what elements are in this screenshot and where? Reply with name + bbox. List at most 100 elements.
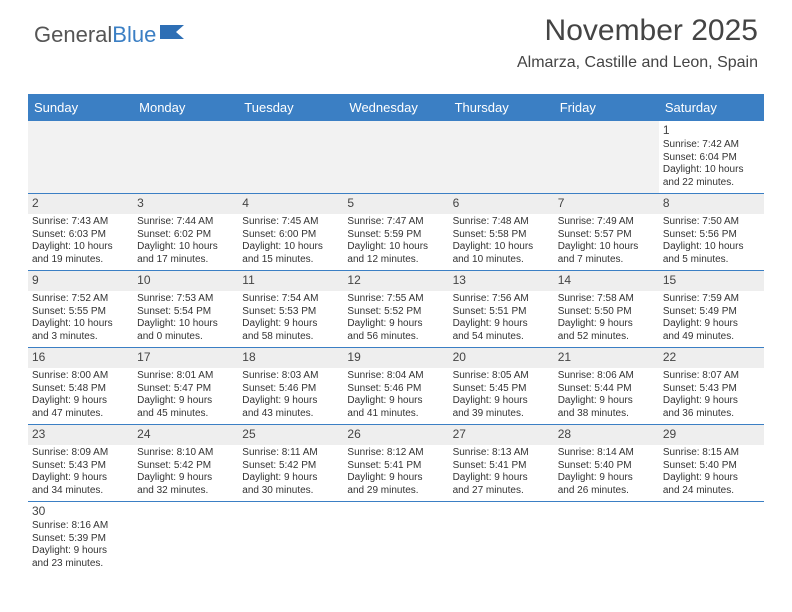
day-detail: Sunset: 5:45 PM [453, 383, 550, 396]
day-number: 4 [242, 196, 339, 210]
calendar-day [659, 502, 764, 574]
day-header: Saturday [659, 94, 764, 121]
day-detail: Sunset: 5:58 PM [453, 229, 550, 242]
day-detail: Daylight: 10 hours [137, 318, 234, 331]
day-header: Sunday [28, 94, 133, 121]
calendar-day: 3Sunrise: 7:44 AMSunset: 6:02 PMDaylight… [133, 194, 238, 270]
day-detail: and 58 minutes. [242, 331, 339, 344]
day-detail: and 26 minutes. [558, 485, 655, 498]
day-detail: Daylight: 10 hours [663, 164, 760, 177]
page-subtitle: Almarza, Castille and Leon, Spain [517, 54, 758, 72]
day-detail: Sunrise: 7:55 AM [347, 293, 444, 306]
day-detail: and 0 minutes. [137, 331, 234, 344]
day-detail: and 19 minutes. [32, 254, 129, 267]
day-number: 2 [32, 196, 129, 210]
day-header: Thursday [449, 94, 554, 121]
calendar-week: 9Sunrise: 7:52 AMSunset: 5:55 PMDaylight… [28, 271, 764, 348]
day-detail: and 27 minutes. [453, 485, 550, 498]
day-number: 23 [32, 427, 129, 441]
day-detail: Sunset: 5:41 PM [453, 460, 550, 473]
day-detail: and 47 minutes. [32, 408, 129, 421]
day-detail: Sunrise: 7:49 AM [558, 216, 655, 229]
day-detail: and 5 minutes. [663, 254, 760, 267]
day-detail: and 32 minutes. [137, 485, 234, 498]
day-detail: Daylight: 10 hours [347, 241, 444, 254]
calendar-day: 4Sunrise: 7:45 AMSunset: 6:00 PMDaylight… [238, 194, 343, 270]
calendar-day: 25Sunrise: 8:11 AMSunset: 5:42 PMDayligh… [238, 425, 343, 501]
day-detail: Daylight: 9 hours [453, 472, 550, 485]
day-detail: Sunset: 6:02 PM [137, 229, 234, 242]
day-detail: and 15 minutes. [242, 254, 339, 267]
day-detail: Daylight: 9 hours [242, 395, 339, 408]
day-detail: and 22 minutes. [663, 177, 760, 190]
calendar-day: 14Sunrise: 7:58 AMSunset: 5:50 PMDayligh… [554, 271, 659, 347]
day-detail: and 10 minutes. [453, 254, 550, 267]
calendar-week: 1Sunrise: 7:42 AMSunset: 6:04 PMDaylight… [28, 121, 764, 194]
day-detail: and 54 minutes. [453, 331, 550, 344]
day-number: 13 [453, 273, 550, 287]
day-detail: Sunrise: 8:03 AM [242, 370, 339, 383]
day-detail: Sunset: 5:57 PM [558, 229, 655, 242]
day-number: 12 [347, 273, 444, 287]
day-detail: Sunset: 5:54 PM [137, 306, 234, 319]
calendar-day: 24Sunrise: 8:10 AMSunset: 5:42 PMDayligh… [133, 425, 238, 501]
day-detail: Daylight: 9 hours [137, 395, 234, 408]
day-number: 29 [663, 427, 760, 441]
calendar-day [28, 121, 133, 193]
day-detail: Sunset: 5:40 PM [558, 460, 655, 473]
day-detail: Sunrise: 7:44 AM [137, 216, 234, 229]
calendar-day: 8Sunrise: 7:50 AMSunset: 5:56 PMDaylight… [659, 194, 764, 270]
day-detail: Sunset: 5:53 PM [242, 306, 339, 319]
calendar-day: 18Sunrise: 8:03 AMSunset: 5:46 PMDayligh… [238, 348, 343, 424]
day-detail: and 24 minutes. [663, 485, 760, 498]
day-detail: Sunset: 5:52 PM [347, 306, 444, 319]
day-detail: Daylight: 10 hours [663, 241, 760, 254]
day-number: 10 [137, 273, 234, 287]
day-number: 30 [32, 504, 129, 518]
day-number: 1 [663, 123, 760, 137]
day-detail: Sunset: 5:46 PM [347, 383, 444, 396]
day-detail: Sunset: 5:59 PM [347, 229, 444, 242]
day-detail: Daylight: 9 hours [32, 545, 129, 558]
day-number: 6 [453, 196, 550, 210]
day-number: 21 [558, 350, 655, 364]
day-detail: and 39 minutes. [453, 408, 550, 421]
day-detail: Daylight: 10 hours [32, 318, 129, 331]
day-detail: and 7 minutes. [558, 254, 655, 267]
day-detail: and 36 minutes. [663, 408, 760, 421]
day-header: Tuesday [238, 94, 343, 121]
day-number: 26 [347, 427, 444, 441]
day-detail: Sunset: 5:42 PM [137, 460, 234, 473]
flag-icon [160, 23, 188, 41]
day-detail: Daylight: 9 hours [663, 395, 760, 408]
logo-text-1: General [34, 22, 112, 48]
day-detail: Sunset: 5:40 PM [663, 460, 760, 473]
calendar-day: 2Sunrise: 7:43 AMSunset: 6:03 PMDaylight… [28, 194, 133, 270]
day-detail: Sunrise: 8:00 AM [32, 370, 129, 383]
day-detail: Sunrise: 8:14 AM [558, 447, 655, 460]
calendar-day: 27Sunrise: 8:13 AMSunset: 5:41 PMDayligh… [449, 425, 554, 501]
day-detail: Daylight: 9 hours [347, 472, 444, 485]
day-detail: and 29 minutes. [347, 485, 444, 498]
day-detail: Sunset: 5:51 PM [453, 306, 550, 319]
day-detail: Daylight: 9 hours [242, 472, 339, 485]
day-detail: Daylight: 9 hours [32, 395, 129, 408]
day-detail: Sunrise: 8:07 AM [663, 370, 760, 383]
day-number: 9 [32, 273, 129, 287]
day-detail: Daylight: 9 hours [137, 472, 234, 485]
day-detail: Sunset: 5:43 PM [663, 383, 760, 396]
day-detail: and 23 minutes. [32, 558, 129, 571]
day-detail: and 30 minutes. [242, 485, 339, 498]
day-detail: and 38 minutes. [558, 408, 655, 421]
calendar-day [343, 121, 448, 193]
day-header: Friday [554, 94, 659, 121]
day-detail: Sunrise: 7:52 AM [32, 293, 129, 306]
calendar-day: 10Sunrise: 7:53 AMSunset: 5:54 PMDayligh… [133, 271, 238, 347]
day-detail: Sunrise: 8:12 AM [347, 447, 444, 460]
day-number: 3 [137, 196, 234, 210]
calendar-day: 16Sunrise: 8:00 AMSunset: 5:48 PMDayligh… [28, 348, 133, 424]
day-number: 22 [663, 350, 760, 364]
day-detail: Daylight: 9 hours [453, 318, 550, 331]
day-detail: Sunrise: 7:43 AM [32, 216, 129, 229]
logo: GeneralBlue [34, 22, 188, 48]
